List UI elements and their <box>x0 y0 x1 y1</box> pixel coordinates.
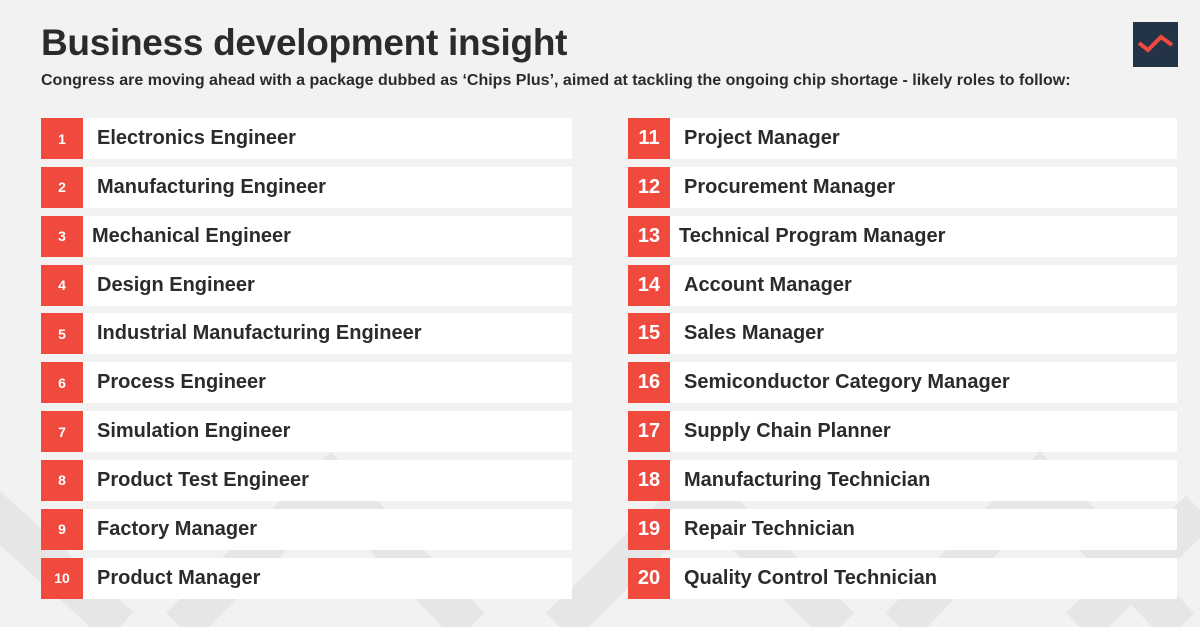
role-label: Factory Manager <box>97 517 258 540</box>
item-number: 9 <box>41 508 83 550</box>
item-number: 5 <box>41 313 83 355</box>
item-number: 14 <box>628 264 670 306</box>
role-label: Industrial Manufacturing Engineer <box>97 322 422 345</box>
item-number: 7 <box>41 411 83 453</box>
item-number: 20 <box>628 557 670 599</box>
list-item: 16 Semiconductor Category Manager <box>628 362 1177 404</box>
role-label: Electronics Engineer <box>97 127 296 149</box>
role-label: Manufacturing Technician <box>684 468 931 491</box>
role-label: Process Engineer <box>97 371 266 394</box>
role-label: Account Manager <box>684 273 852 296</box>
brand-logo <box>1133 22 1178 67</box>
list-item: 20 Quality Control Technician <box>628 557 1177 599</box>
item-number: 1 <box>41 118 83 159</box>
item-number: 2 <box>41 166 83 208</box>
role-label: Technical Program Manager <box>679 224 946 247</box>
item-number: 18 <box>628 459 670 501</box>
list-item: 14 Account Manager <box>628 264 1177 306</box>
list-item: 19 Repair Technician <box>628 508 1177 550</box>
list-item: 6 Process Engineer <box>41 362 572 404</box>
item-number: 13 <box>628 215 670 257</box>
list-item: 5 Industrial Manufacturing Engineer <box>41 313 572 355</box>
list-item: 12 Procurement Manager <box>628 166 1177 208</box>
zigzag-logo-icon <box>1137 34 1174 53</box>
role-label: Product Test Engineer <box>97 468 309 491</box>
item-number: 3 <box>41 215 83 257</box>
role-label: Sales Manager <box>684 322 825 345</box>
item-number: 12 <box>628 166 670 208</box>
role-label: Product Manager <box>97 566 261 589</box>
role-label: Mechanical Engineer <box>92 224 291 247</box>
page-title: Business development insight <box>41 22 568 63</box>
role-label: Manufacturing Engineer <box>97 175 326 198</box>
item-number: 19 <box>628 508 670 550</box>
item-number: 16 <box>628 362 670 404</box>
item-number: 10 <box>41 557 83 599</box>
list-item: 9 Factory Manager <box>41 508 572 550</box>
list-item: 18 Manufacturing Technician <box>628 459 1177 501</box>
item-number: 11 <box>628 118 670 159</box>
list-item: 8 Product Test Engineer <box>41 459 572 501</box>
page-subtitle: Congress are moving ahead with a package… <box>41 72 1071 89</box>
role-label: Design Engineer <box>97 273 255 296</box>
list-item: 7 Simulation Engineer <box>41 411 572 453</box>
list-item: 17 Supply Chain Planner <box>628 411 1177 453</box>
roles-list-left: 1 Electronics Engineer 2 Manufacturing Eng… <box>41 118 572 606</box>
list-item: 4 Design Engineer <box>41 264 572 306</box>
roles-list-right: 11 Project Manager 12 Procurement Manager … <box>628 118 1177 606</box>
item-number: 15 <box>628 313 670 355</box>
role-label: Supply Chain Planner <box>684 420 891 443</box>
list-item: 10 Product Manager <box>41 557 572 599</box>
list-item: 15 Sales Manager <box>628 313 1177 355</box>
role-label: Project Manager <box>684 127 840 149</box>
role-label: Procurement Manager <box>684 175 896 198</box>
list-item: 3 Mechanical Engineer <box>41 215 572 257</box>
role-label: Quality Control Technician <box>684 566 937 589</box>
item-number: 6 <box>41 362 83 404</box>
role-label: Simulation Engineer <box>97 420 291 443</box>
list-item: 11 Project Manager <box>628 118 1177 159</box>
list-item: 2 Manufacturing Engineer <box>41 166 572 208</box>
list-item: 13 Technical Program Manager <box>628 215 1177 257</box>
item-number: 8 <box>41 459 83 501</box>
item-number: 17 <box>628 411 670 453</box>
role-label: Repair Technician <box>684 517 855 540</box>
item-number: 4 <box>41 264 83 306</box>
role-label: Semiconductor Category Manager <box>684 371 1010 394</box>
list-item: 1 Electronics Engineer <box>41 118 572 159</box>
